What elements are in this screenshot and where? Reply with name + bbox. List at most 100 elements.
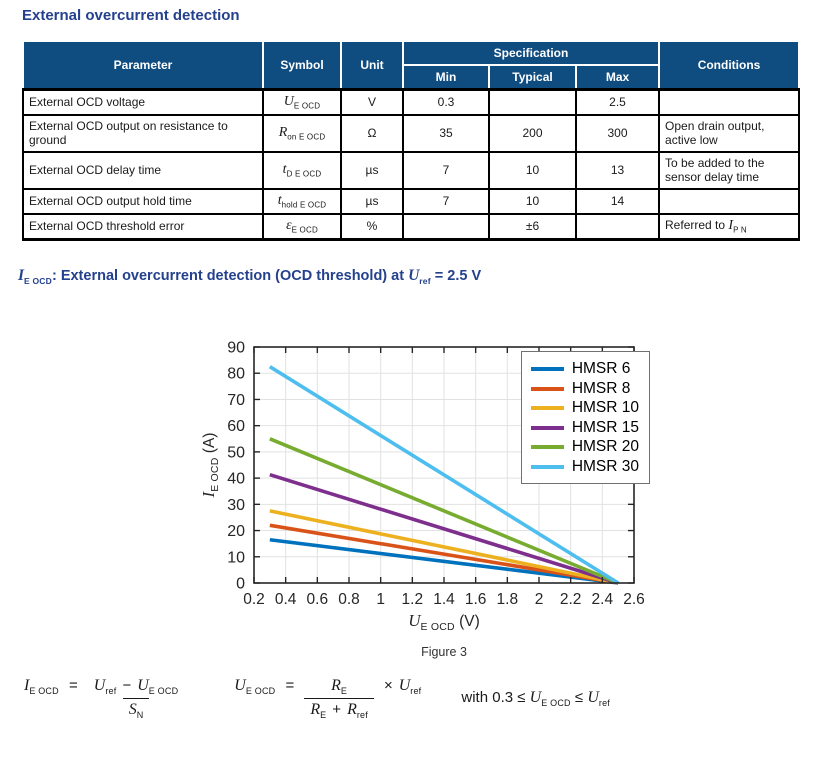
legend-item: HMSR 30 <box>530 457 639 477</box>
cell-max: 300 <box>574 113 661 153</box>
x-tick-label: 1.4 <box>433 591 455 608</box>
chart-legend: HMSR 6 HMSR 8 HMSR 10 HMSR 15 HMSR 20 HMSR 30 <box>520 351 650 485</box>
col-header-typical: Typical <box>488 64 577 91</box>
x-tick-label: 0.2 <box>243 591 265 608</box>
col-header-conditions: Conditions <box>658 40 801 91</box>
table-row: External OCD threshold error εE OCD % ±6… <box>22 212 801 241</box>
x-tick-label: 1.6 <box>465 591 487 608</box>
y-tick-label: 80 <box>227 366 245 383</box>
cell-min: 7 <box>402 150 490 190</box>
cell-parameter: External OCD output on resistance to gro… <box>22 113 264 153</box>
legend-item: HMSR 10 <box>530 398 639 418</box>
legend-item: HMSR 20 <box>530 437 639 457</box>
legend-swatch <box>530 367 564 372</box>
cell-conditions: Referred to IP N <box>658 212 801 241</box>
col-header-max: Max <box>574 64 661 91</box>
cell-unit: Ω <box>340 113 404 153</box>
cell-max: 2.5 <box>574 87 661 117</box>
x-tick-label: 2.2 <box>560 591 582 608</box>
cell-parameter: External OCD output hold time <box>22 187 264 215</box>
cell-symbol: εE OCD <box>262 212 342 241</box>
series-line-hmsr-20 <box>269 437 619 586</box>
x-tick-label: 0.4 <box>275 591 297 608</box>
cell-conditions <box>658 87 801 117</box>
series-line-hmsr-6 <box>269 538 619 586</box>
x-tick-label: 2 <box>535 591 544 608</box>
col-header-min: Min <box>402 64 490 91</box>
cell-unit: µs <box>340 150 404 190</box>
col-header-symbol: Symbol <box>262 40 342 91</box>
cell-symbol: Ron E OCD <box>262 113 342 153</box>
cell-min: 0.3 <box>402 87 490 117</box>
chart-svg: 0.2 0.4 0.6 0.8 1 1.2 1.4 1.6 1.8 2 2.2 2.4 2.6 0 10 20… <box>227 340 645 609</box>
cell-max: 13 <box>574 150 661 190</box>
legend-label: HMSR 10 <box>571 399 639 417</box>
legend-label: HMSR 15 <box>571 418 639 436</box>
y-tick-label: 20 <box>227 523 245 540</box>
legend-swatch <box>530 406 564 411</box>
cell-min <box>402 212 490 241</box>
legend-swatch <box>530 464 564 469</box>
x-axis-label: UE OCD (V) <box>408 611 480 634</box>
x-tick-label: 2.6 <box>623 591 645 608</box>
cell-max: 14 <box>574 187 661 215</box>
cell-conditions: Open drain output, active low <box>658 113 801 153</box>
cell-unit: V <box>340 87 404 117</box>
cell-parameter: External OCD voltage <box>22 87 264 117</box>
legend-item: HMSR 15 <box>530 418 639 438</box>
formula-condition: with 0.3 ≤ UE OCD ≤ Uref <box>461 689 610 709</box>
cell-min: 35 <box>402 113 490 153</box>
y-tick-label: 90 <box>227 341 245 357</box>
cell-symbol: thold E OCD <box>262 187 342 215</box>
x-tick-label: 1.2 <box>402 591 424 608</box>
col-header-parameter: Parameter <box>22 40 264 91</box>
y-axis-label: IE OCD (A) <box>198 432 222 498</box>
col-header-unit: Unit <box>340 40 404 91</box>
x-tick-label: 0.8 <box>338 591 360 608</box>
cell-min: 7 <box>402 187 490 215</box>
legend-item: HMSR 8 <box>530 379 639 399</box>
cell-symbol: UE OCD <box>262 87 342 117</box>
series-line-hmsr-8 <box>269 523 619 586</box>
legend-label: HMSR 20 <box>571 438 639 456</box>
cell-typical: 10 <box>488 150 577 190</box>
figure-caption: Figure 3 <box>421 645 467 660</box>
series-line-hmsr-10 <box>269 509 619 586</box>
cell-unit: µs <box>340 187 404 215</box>
x-tick-label: 1 <box>376 591 385 608</box>
legend-swatch <box>530 386 564 391</box>
legend-swatch <box>530 425 564 430</box>
spec-table: Parameter Symbol Unit Specification Cond… <box>22 40 801 241</box>
y-tick-label: 70 <box>227 392 245 409</box>
table-row: External OCD output on resistance to gro… <box>22 113 801 153</box>
cell-conditions: To be added to the sensor delay time <box>658 150 801 190</box>
cell-unit: % <box>340 212 404 241</box>
legend-label: HMSR 8 <box>571 379 631 397</box>
cell-symbol: tD E OCD <box>262 150 342 190</box>
table-header: Parameter Symbol Unit Specification Cond… <box>22 40 801 91</box>
legend-swatch <box>530 445 564 450</box>
series-line-hmsr-30 <box>268 365 620 585</box>
cell-typical: ±6 <box>488 212 577 241</box>
y-tick-label: 30 <box>227 497 245 514</box>
y-tick-label: 10 <box>227 550 245 567</box>
y-tick-label: 40 <box>227 471 245 488</box>
x-tick-label: 1.8 <box>497 591 519 608</box>
table-row: External OCD output hold time thold E OC… <box>22 187 801 215</box>
cell-max <box>574 212 661 241</box>
x-tick-label: 2.4 <box>592 591 614 608</box>
table-row: External OCD delay time tD E OCD µs 7 10… <box>22 150 801 190</box>
cell-typical: 200 <box>488 113 577 153</box>
formula-ueocd: UE OCD = RE RE + Rref × Uref <box>234 677 422 721</box>
formula-row: IE OCD = Uref − UE OCD SN UE OCD = RE RE + Rref ×… <box>24 677 817 720</box>
ocd-threshold-note: IE OCD: External overcurrent detection (… <box>18 266 482 286</box>
y-tick-label: 50 <box>227 445 245 462</box>
legend-item: HMSR 6 <box>530 359 639 379</box>
page-title: External overcurrent detection <box>22 7 240 24</box>
legend-label: HMSR 6 <box>571 360 631 378</box>
cell-parameter: External OCD delay time <box>22 150 264 190</box>
series-line-hmsr-15 <box>269 473 619 586</box>
figure-3-chart: 0.2 0.4 0.6 0.8 1 1.2 1.4 1.6 1.8 2 2.2 2.4 2.6 0 10 20… <box>196 340 666 641</box>
cell-conditions <box>658 187 801 215</box>
cell-typical <box>488 87 577 117</box>
